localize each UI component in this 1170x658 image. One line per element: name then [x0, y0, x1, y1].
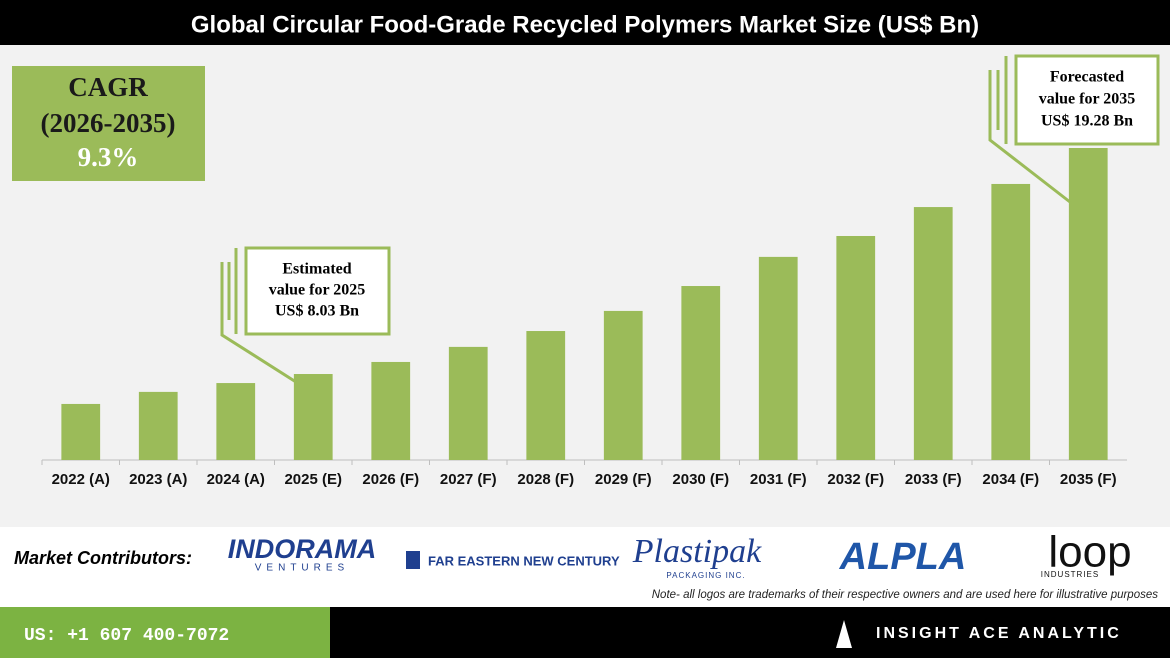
- logo-sub: PACKAGING INC.: [666, 571, 745, 580]
- header-bar: [0, 0, 1170, 45]
- x-tick-label: 2023 (A): [129, 471, 187, 488]
- bar: [1068, 147, 1108, 461]
- note: Note- all logos are trademarks of their …: [652, 589, 1158, 601]
- annotation-text: value for 2025: [269, 282, 366, 299]
- annotation-box: [1014, 54, 1160, 146]
- bar: [216, 383, 256, 460]
- bar: [913, 207, 953, 460]
- x-tick-label: 2022 (A): [52, 471, 110, 488]
- annotation-box: [244, 246, 391, 336]
- annotation-text: US$ 19.28 Bn: [1041, 113, 1133, 130]
- bar: [526, 331, 566, 460]
- x-tick-label: 2033 (F): [905, 471, 962, 488]
- title: Global Circular Food-Grade Recycled Poly…: [191, 11, 979, 38]
- contributors-label: Market Contributors:: [14, 548, 192, 568]
- cagr-value: 9.3%: [78, 142, 139, 172]
- x-tick-label: 2027 (F): [440, 471, 497, 488]
- bar: [61, 403, 101, 460]
- x-tick-label: 2028 (F): [517, 471, 574, 488]
- x-tick-label: 2024 (A): [207, 471, 265, 488]
- cagr-period: (2026-2035): [41, 108, 176, 138]
- bar: [371, 361, 411, 460]
- x-tick-label: 2025 (E): [284, 471, 342, 488]
- bar: [758, 256, 798, 460]
- logo-icon: [406, 551, 420, 569]
- bar: [138, 391, 178, 460]
- logo: INDORAMA: [228, 534, 377, 564]
- logo-sub: VENTURES: [255, 563, 349, 574]
- brand-icon: [836, 620, 852, 648]
- bar: [991, 183, 1031, 460]
- x-tick-label: 2032 (F): [827, 471, 884, 488]
- annotation-connector: [220, 56, 1071, 384]
- logo-sub: INDUSTRIES: [1041, 570, 1099, 579]
- bar: [293, 374, 333, 460]
- bar: [448, 346, 488, 460]
- annotation-text: US$ 8.03 Bn: [275, 303, 359, 320]
- footer-left: [0, 607, 330, 658]
- annotation-text: value for 2035: [1039, 91, 1136, 108]
- x-tick-label: 2031 (F): [750, 471, 807, 488]
- footer-right: [330, 607, 1170, 658]
- annotation-text: Forecasted: [1050, 69, 1124, 86]
- logo: loop: [1048, 528, 1131, 577]
- logo: Plastipak: [632, 533, 762, 570]
- bar: [836, 235, 876, 460]
- phone: US: +1 607 400-7072: [24, 626, 229, 646]
- bar: [681, 286, 721, 460]
- x-tick-label: 2029 (F): [595, 471, 652, 488]
- logo: ALPLA: [839, 536, 967, 578]
- cagr-label: CAGR: [68, 72, 148, 102]
- logo: FAR EASTERN NEW CENTURY: [428, 553, 620, 568]
- x-tick-label: 2026 (F): [362, 471, 419, 488]
- x-tick-label: 2035 (F): [1060, 471, 1117, 488]
- cagr-box: [12, 66, 205, 181]
- bar: [603, 310, 643, 460]
- annotation-text: Estimated: [282, 261, 351, 278]
- brand: INSIGHT ACE ANALYTIC: [876, 625, 1122, 642]
- x-tick-label: 2034 (F): [982, 471, 1039, 488]
- x-tick-label: 2030 (F): [672, 471, 729, 488]
